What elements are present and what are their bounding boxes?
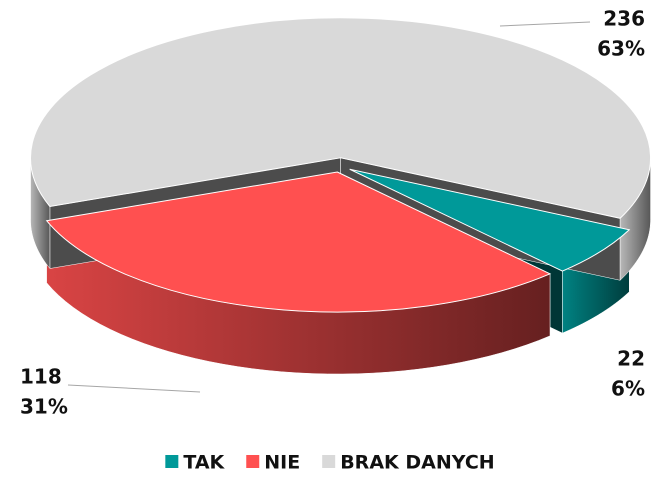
data-label-percent: 6%: [611, 377, 645, 401]
data-label-percent: 63%: [597, 37, 645, 61]
legend-label: BRAK DANYCH: [340, 452, 494, 474]
leader-line: [67, 384, 201, 393]
leader-line: [499, 21, 591, 27]
legend-swatch: [322, 455, 336, 468]
legend-label: NIE: [264, 452, 300, 474]
slice: [349, 168, 631, 272]
data-label-percent: 31%: [20, 395, 68, 419]
legend-swatch: [246, 455, 260, 468]
data-label: 118: [20, 365, 62, 389]
slice: [30, 17, 651, 219]
legend-label: TAK: [183, 452, 225, 474]
legend: TAK NIE BRAK DANYCH: [165, 452, 495, 474]
legend-swatch: [165, 455, 179, 468]
data-label: 236: [603, 7, 645, 31]
slice: [45, 171, 552, 313]
data-label: 22: [617, 347, 645, 371]
